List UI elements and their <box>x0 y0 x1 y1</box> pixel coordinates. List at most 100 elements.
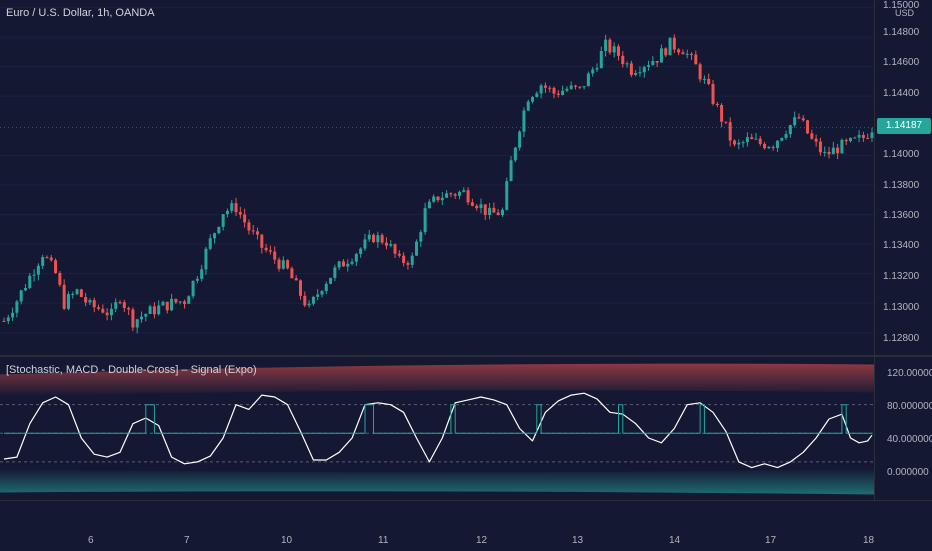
candle-body <box>165 301 169 311</box>
candle-body <box>470 202 474 206</box>
candle-body <box>148 306 152 314</box>
candle-body <box>316 294 320 297</box>
candle-body <box>75 289 79 294</box>
candle-body <box>260 234 264 248</box>
candle-body <box>668 37 672 56</box>
price-chart-pane[interactable]: Euro / U.S. Dollar, 1h, OANDA <box>0 0 874 355</box>
candle-body <box>548 87 552 89</box>
price-tick: 1.13200 <box>883 271 920 282</box>
candle-body <box>543 85 547 88</box>
price-tick: 1.14800 <box>883 27 920 38</box>
candle-body <box>127 308 131 310</box>
candle-body <box>522 110 526 132</box>
candle-body <box>19 290 23 302</box>
candle-body <box>647 65 651 67</box>
candle-body <box>376 235 380 243</box>
candle-body <box>354 254 358 262</box>
candle-body <box>556 93 560 95</box>
candle-body <box>135 319 139 328</box>
candle-body <box>6 317 10 322</box>
candle-body <box>333 267 337 278</box>
candle-body <box>440 197 444 201</box>
oscillator-pane[interactable]: [Stochastic, MACD - Double-Cross] – Sign… <box>0 357 874 500</box>
candle-body <box>363 239 367 249</box>
candle-body <box>238 212 242 215</box>
osc-tick: 120.000000 <box>887 368 932 379</box>
candle-body <box>724 121 728 123</box>
candle-body <box>758 138 762 144</box>
candle-body <box>793 117 797 126</box>
candle-body <box>853 137 857 139</box>
time-tick: 6 <box>88 535 94 546</box>
candle-body <box>23 288 27 291</box>
candle-body <box>122 302 126 309</box>
candle-body <box>419 232 423 242</box>
candle-body <box>359 248 363 255</box>
candle-body <box>114 302 118 309</box>
candle-body <box>303 295 307 306</box>
candle-body <box>337 261 341 268</box>
candle-body <box>234 203 238 213</box>
candle-body <box>204 248 208 270</box>
oscillator-axis[interactable]: 120.000000 80.000000 40.000000 0.000000 <box>874 357 932 500</box>
time-tick: 14 <box>669 535 681 546</box>
price-tick: 1.14000 <box>883 149 920 160</box>
candle-body <box>754 138 758 140</box>
candle-body <box>844 139 848 142</box>
price-tick: 1.13800 <box>883 180 920 191</box>
candle-body <box>281 260 285 269</box>
candle-body <box>208 238 212 249</box>
candle-body <box>806 120 810 134</box>
signal-line <box>4 404 872 434</box>
candle-body <box>427 201 431 209</box>
candle-body <box>256 231 260 235</box>
candle-body <box>58 273 62 285</box>
candle-body <box>101 308 105 313</box>
candle-body <box>814 138 818 142</box>
candle-body <box>41 257 45 266</box>
candle-body <box>286 260 290 269</box>
candle-body <box>608 39 612 53</box>
candle-body <box>595 68 599 70</box>
time-tick: 10 <box>281 535 293 546</box>
candle-body <box>243 214 247 223</box>
candle-body <box>389 244 393 246</box>
candle-body <box>140 316 144 320</box>
candle-body <box>290 268 294 279</box>
candle-body <box>397 253 401 256</box>
candle-body <box>509 160 513 182</box>
candle-body <box>634 73 638 75</box>
candle-body <box>157 305 161 315</box>
time-axis[interactable]: 6 7 10 11 12 13 14 17 18 <box>0 500 932 551</box>
candle-body <box>655 61 659 63</box>
candle-body <box>2 320 6 322</box>
candle-body <box>763 143 767 149</box>
candle-body <box>109 308 113 316</box>
price-chart-svg[interactable] <box>0 0 874 355</box>
candle-body <box>823 151 827 153</box>
pane-separator[interactable] <box>0 355 932 357</box>
candle-body <box>311 296 315 304</box>
candle-body <box>702 78 706 80</box>
candle-body <box>294 278 298 281</box>
candle-body <box>462 190 466 192</box>
candle-body <box>857 134 861 138</box>
candle-body <box>436 196 440 201</box>
candle-body <box>784 134 788 138</box>
osc-tick: 0.000000 <box>887 467 929 478</box>
oscillator-svg[interactable] <box>0 357 874 500</box>
candle-body <box>152 306 156 315</box>
candle-body <box>827 151 831 155</box>
candle-body <box>118 302 122 304</box>
candle-body <box>552 87 556 94</box>
candle-body <box>586 73 590 87</box>
osc-tick: 80.000000 <box>887 401 932 412</box>
upper-band <box>0 363 874 397</box>
candle-body <box>870 132 874 138</box>
candle-body <box>526 101 530 111</box>
price-axis[interactable]: USD 1.15000 1.14800 1.14600 1.14400 1.14… <box>874 0 932 355</box>
candle-body <box>346 263 350 267</box>
candle-body <box>651 61 655 66</box>
candle-body <box>453 194 457 196</box>
candle-body <box>45 257 49 259</box>
